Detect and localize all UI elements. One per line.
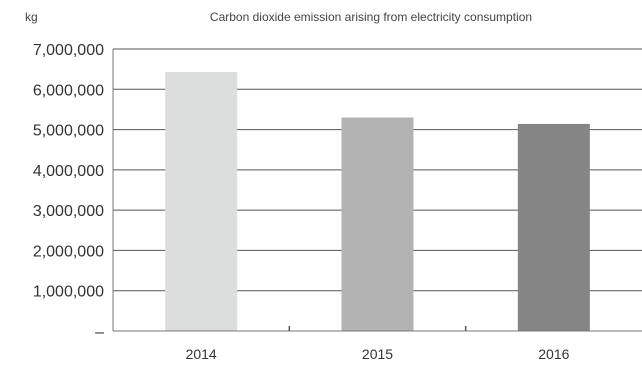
bars	[165, 71, 590, 331]
chart-title: Carbon dioxide emission arising from ele…	[210, 10, 532, 24]
y-tick-label: 4,000,000	[33, 163, 104, 180]
y-tick-label: 3,000,000	[33, 203, 104, 220]
y-tick-labels: – 1,000,000 2,000,000 3,000,000 4,000,000 5,0…	[33, 42, 104, 341]
y-tick-label: 7,000,000	[33, 42, 104, 59]
y-tick-label: 2,000,000	[33, 243, 104, 260]
bar-2015	[341, 117, 414, 331]
x-tick-label: 2014	[186, 346, 217, 362]
x-tick-label: 2015	[362, 346, 393, 362]
y-tick-label: –	[95, 324, 104, 341]
y-tick-label: 1,000,000	[33, 284, 104, 301]
y-tick-label: 6,000,000	[33, 82, 104, 99]
x-tick-label: 2016	[538, 346, 569, 362]
x-tick-labels: 2014 2015 2016	[186, 346, 570, 362]
bar-2014	[165, 71, 238, 331]
y-tick-label: 5,000,000	[33, 123, 104, 140]
bar-2016	[517, 123, 590, 331]
y-axis-unit-label: kg	[25, 10, 38, 24]
axes	[112, 49, 642, 332]
